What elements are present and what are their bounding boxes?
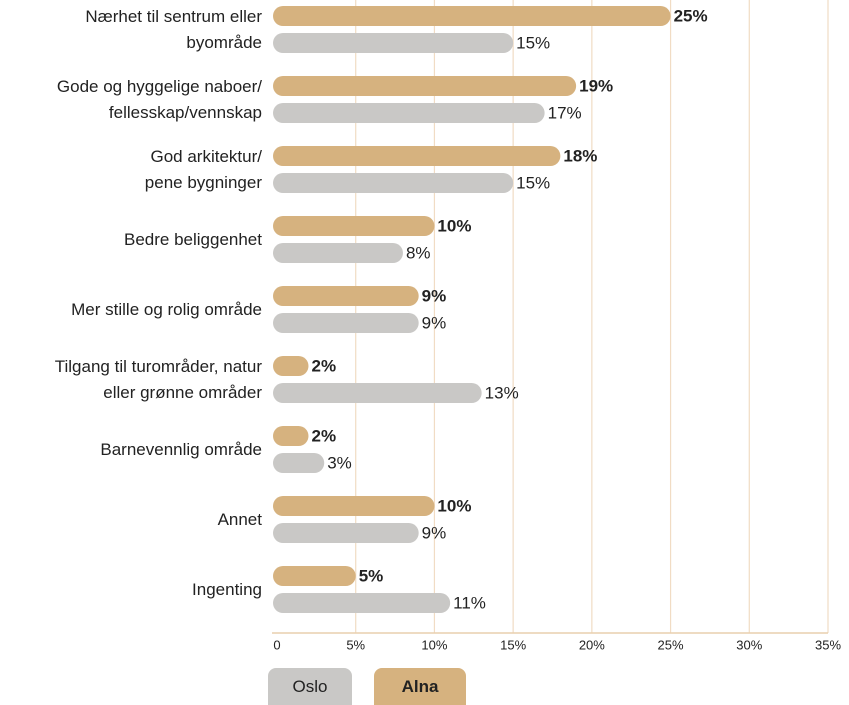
category-label: Gode og hyggelige naboer/ fellesskap/ven… — [56, 77, 262, 122]
value-label: 11% — [453, 593, 486, 612]
bar — [273, 313, 419, 333]
bar — [273, 523, 419, 543]
bar — [273, 103, 545, 123]
value-label: 15% — [516, 33, 550, 52]
category-label: Mer stille og rolig område — [71, 300, 262, 319]
value-label: 25% — [674, 6, 708, 25]
bar — [273, 173, 514, 193]
bar — [273, 243, 403, 263]
bar — [273, 76, 577, 96]
bar — [273, 356, 309, 376]
bar — [273, 286, 419, 306]
value-label: 3% — [327, 453, 352, 472]
value-label: 9% — [422, 523, 447, 542]
bar — [273, 593, 451, 613]
category-label: God arkitektur/ pene bygninger — [144, 147, 262, 192]
bar — [273, 426, 309, 446]
x-tick-label: 25% — [658, 637, 684, 652]
category-label: Ingenting — [192, 580, 262, 599]
bar — [273, 453, 325, 473]
bar — [273, 383, 482, 403]
x-tick-label: 30% — [736, 637, 762, 652]
bar — [273, 566, 356, 586]
category-label: Bedre beliggenhet — [123, 230, 262, 249]
category-label: Tilgang til turområder, natur eller grøn… — [54, 357, 262, 402]
bar — [273, 496, 435, 516]
x-tick-label: 35% — [815, 637, 841, 652]
bar — [273, 216, 435, 236]
bar — [273, 6, 671, 26]
value-label: 19% — [579, 76, 613, 95]
x-tick-label: 15% — [500, 637, 526, 652]
category-label: Nærhet til sentrum eller byområde — [85, 7, 262, 52]
value-label: 18% — [563, 146, 597, 165]
value-label: 10% — [437, 496, 471, 515]
x-tick-label: 0 — [273, 637, 280, 652]
value-label: 2% — [311, 356, 336, 375]
value-label: 9% — [422, 286, 447, 305]
category-label: Annet — [217, 510, 262, 529]
value-label: 8% — [406, 243, 431, 262]
bar — [273, 146, 561, 166]
value-label: 9% — [422, 313, 447, 332]
category-label: Barnevennlig område — [100, 440, 262, 459]
legend-item[interactable]: Oslo — [268, 668, 352, 705]
legend-item[interactable]: Alna — [374, 668, 466, 705]
bar — [273, 33, 514, 53]
value-label: 15% — [516, 173, 550, 192]
x-tick-label: 20% — [579, 637, 605, 652]
value-label: 17% — [548, 103, 582, 122]
x-tick-label: 5% — [346, 637, 365, 652]
value-label: 5% — [359, 566, 384, 585]
value-label: 2% — [311, 426, 336, 445]
value-label: 10% — [437, 216, 471, 235]
x-tick-label: 10% — [421, 637, 447, 652]
value-label: 13% — [485, 383, 519, 402]
